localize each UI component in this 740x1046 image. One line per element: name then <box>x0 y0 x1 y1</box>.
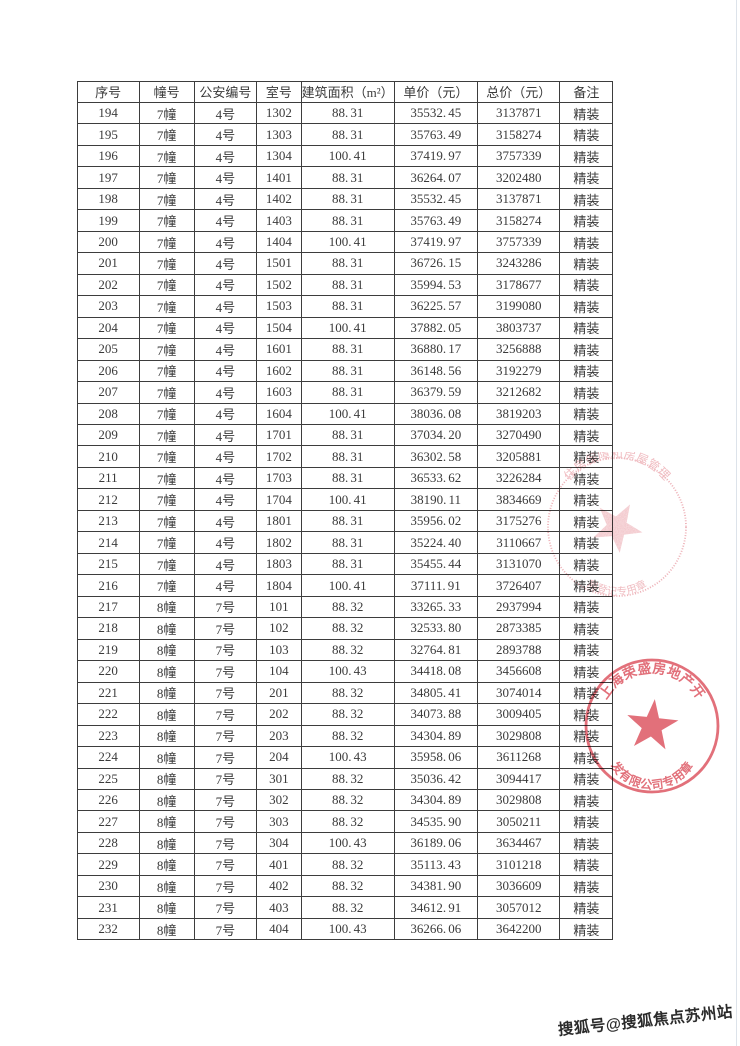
svg-text:发有限公司专用章: 发有限公司专用章 <box>607 757 696 792</box>
